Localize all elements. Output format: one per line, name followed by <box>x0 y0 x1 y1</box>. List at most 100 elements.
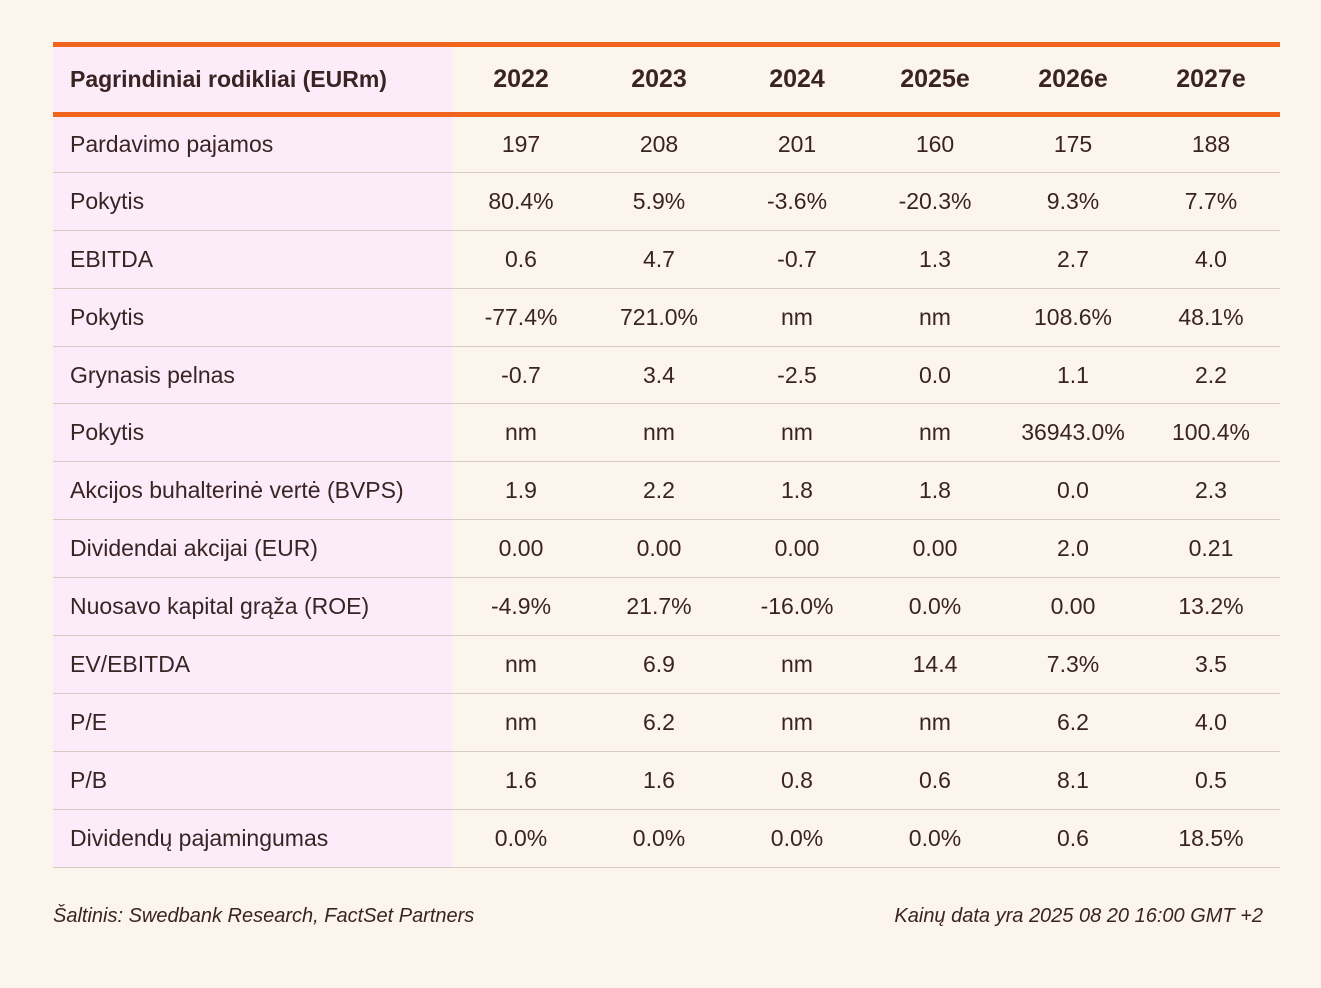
table-cell: 0.00 <box>590 519 728 579</box>
table-cell: 0.0% <box>866 809 1004 868</box>
table-cell: -16.0% <box>728 577 866 637</box>
table-cell: nm <box>728 403 866 463</box>
table-cell: nm <box>452 693 590 752</box>
table-cell: nm <box>866 403 1004 463</box>
row-label: P/B <box>53 751 452 810</box>
header-row: Pagrindiniai rodikliai (EURm) 2022 2023 … <box>53 42 1280 117</box>
table-cell: nm <box>866 693 1004 752</box>
row-label: Grynasis pelnas <box>53 346 452 405</box>
table-cell: 100.4% <box>1142 403 1280 463</box>
table-cell: 0.00 <box>728 519 866 579</box>
table-cell: nm <box>728 635 866 694</box>
table-cell: 2.0 <box>1004 519 1142 579</box>
table-cell: 6.2 <box>1004 693 1142 752</box>
table-cell: 80.4% <box>452 172 590 231</box>
table-cell: 4.0 <box>1142 693 1280 752</box>
table-cell: -77.4% <box>452 288 590 347</box>
table-cell: 14.4 <box>866 635 1004 694</box>
table-cell: 201 <box>728 114 866 173</box>
table-cell: nm <box>452 403 590 463</box>
table-cell: 1.6 <box>452 751 590 810</box>
row-label: Akcijos buhalterinė vertė (BVPS) <box>53 461 452 521</box>
table-row: Akcijos buhalterinė vertė (BVPS) 1.9 2.2 1.… <box>53 461 1280 521</box>
table-cell: 6.9 <box>590 635 728 694</box>
table-row: Pokytis 80.4% 5.9% -3.6% -20.3% 9.3% 7.7% <box>53 172 1280 231</box>
year-header: 2023 <box>590 42 728 117</box>
table-cell: -0.7 <box>728 230 866 289</box>
table-cell: 6.2 <box>590 693 728 752</box>
table-cell: 7.3% <box>1004 635 1142 694</box>
table-cell: 0.21 <box>1142 519 1280 579</box>
year-header: 2022 <box>452 42 590 117</box>
table-cell: 1.1 <box>1004 346 1142 405</box>
year-header: 2027e <box>1142 42 1280 117</box>
table-cell: 188 <box>1142 114 1280 173</box>
table-cell: 1.9 <box>452 461 590 521</box>
year-header: 2025e <box>866 42 1004 117</box>
row-label: Pokytis <box>53 403 452 463</box>
table-cell: 0.00 <box>452 519 590 579</box>
table-cell: 0.0 <box>1004 461 1142 521</box>
table-cell: 0.8 <box>728 751 866 810</box>
table-row: EV/EBITDA nm 6.9 nm 14.4 7.3% 3.5 <box>53 635 1280 694</box>
table-cell: 197 <box>452 114 590 173</box>
row-label: EV/EBITDA <box>53 635 452 694</box>
table-cell: 0.0 <box>866 346 1004 405</box>
header-label: Pagrindiniai rodikliai (EURm) <box>53 42 452 117</box>
table-cell: 0.6 <box>1004 809 1142 868</box>
table-row: Dividendai akcijai (EUR) 0.00 0.00 0.00 0.00… <box>53 519 1280 579</box>
key-metrics-table-container: Pagrindiniai rodikliai (EURm) 2022 2023 … <box>53 42 1280 868</box>
table-cell: 0.00 <box>866 519 1004 579</box>
table-cell: 3.4 <box>590 346 728 405</box>
table-cell: 0.0% <box>866 577 1004 637</box>
table-cell: -2.5 <box>728 346 866 405</box>
table-cell: 0.5 <box>1142 751 1280 810</box>
table-cell: 3.5 <box>1142 635 1280 694</box>
row-label: P/E <box>53 693 452 752</box>
table-cell: 1.8 <box>728 461 866 521</box>
row-label: Dividendų pajamingumas <box>53 809 452 868</box>
table-cell: nm <box>728 693 866 752</box>
table-row: Dividendų pajamingumas 0.0% 0.0% 0.0% 0.0% 0.… <box>53 809 1280 868</box>
table-row: EBITDA 0.6 4.7 -0.7 1.3 2.7 4.0 <box>53 230 1280 289</box>
table-cell: -0.7 <box>452 346 590 405</box>
table-row: P/E nm 6.2 nm nm 6.2 4.0 <box>53 693 1280 752</box>
price-date-note: Kainų data yra 2025 08 20 16:00 GMT +2 <box>894 905 1263 927</box>
table-cell: 208 <box>590 114 728 173</box>
table-header: Pagrindiniai rodikliai (EURm) 2022 2023 … <box>53 42 1280 117</box>
row-label: Dividendai akcijai (EUR) <box>53 519 452 579</box>
table-cell: 160 <box>866 114 1004 173</box>
table-cell: 1.6 <box>590 751 728 810</box>
table-cell: 2.7 <box>1004 230 1142 289</box>
table-cell: -4.9% <box>452 577 590 637</box>
table-row: Grynasis pelnas -0.7 3.4 -2.5 0.0 1.1 2.2 <box>53 346 1280 405</box>
table-cell: 0.6 <box>452 230 590 289</box>
table-cell: 1.3 <box>866 230 1004 289</box>
table-cell: 36943.0% <box>1004 403 1142 463</box>
table-row: P/B 1.6 1.6 0.8 0.6 8.1 0.5 <box>53 751 1280 810</box>
row-label: Pokytis <box>53 172 452 231</box>
table-cell: 21.7% <box>590 577 728 637</box>
year-header: 2026e <box>1004 42 1142 117</box>
table-row: Nuosavo kapital grąža (ROE) -4.9% 21.7% -16… <box>53 577 1280 637</box>
year-header: 2024 <box>728 42 866 117</box>
table-cell: 0.00 <box>1004 577 1142 637</box>
table-cell: 2.2 <box>1142 346 1280 405</box>
table-row: Pokytis -77.4% 721.0% nm nm 108.6% 48.1% <box>53 288 1280 347</box>
table-cell: 4.0 <box>1142 230 1280 289</box>
table-cell: 5.9% <box>590 172 728 231</box>
table-body: Pardavimo pajamos 197 208 201 160 175 188 Pokyt… <box>53 114 1280 868</box>
table-cell: 108.6% <box>1004 288 1142 347</box>
table-cell: 0.6 <box>866 751 1004 810</box>
table-cell: 1.8 <box>866 461 1004 521</box>
table-cell: nm <box>866 288 1004 347</box>
table-cell: 18.5% <box>1142 809 1280 868</box>
table-cell: 175 <box>1004 114 1142 173</box>
key-metrics-table: Pagrindiniai rodikliai (EURm) 2022 2023 … <box>53 42 1280 868</box>
row-label: Pardavimo pajamos <box>53 114 452 173</box>
table-cell: nm <box>590 403 728 463</box>
table-cell: 4.7 <box>590 230 728 289</box>
table-cell: nm <box>452 635 590 694</box>
table-cell: 721.0% <box>590 288 728 347</box>
table-row: Pardavimo pajamos 197 208 201 160 175 188 <box>53 114 1280 173</box>
